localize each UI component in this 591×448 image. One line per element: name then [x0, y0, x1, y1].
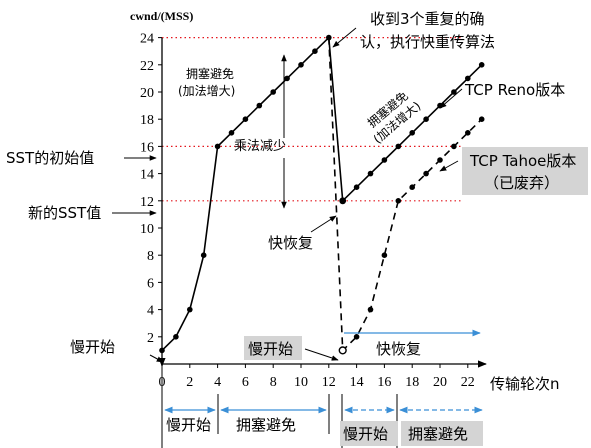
x-ticks: 0246810121416182022	[159, 364, 475, 390]
y-tick-label: 18	[140, 113, 154, 128]
y-tick-label: 22	[140, 59, 154, 74]
x-tick-label: 14	[350, 375, 364, 390]
reno-point	[423, 116, 429, 122]
x-tick-label: 10	[294, 375, 308, 390]
tahoe-point	[353, 334, 360, 340]
tahoe-arrow	[439, 160, 459, 172]
tahoe-point	[451, 143, 457, 150]
y-tick-label: 2	[147, 331, 154, 346]
reno-point	[214, 143, 221, 150]
tahoe-point	[409, 184, 416, 190]
slow-start-origin-label: 慢开始	[70, 338, 115, 356]
y-tick-label: 4	[147, 304, 154, 319]
reno-point	[159, 347, 165, 354]
reno-point	[451, 89, 457, 95]
tahoe-point	[423, 170, 429, 177]
reno-point	[381, 157, 388, 163]
y-tick-label: 24	[140, 32, 154, 47]
ca-right-label: 拥塞避免 (加法增大)	[364, 88, 423, 146]
reno-point	[228, 130, 235, 136]
reno-point	[284, 75, 290, 82]
multiplicative-decrease-label: 乘法减少	[234, 139, 286, 154]
tahoe-point	[465, 130, 471, 136]
reno-point	[409, 130, 416, 136]
y-tick-label: 8	[147, 249, 154, 264]
dupack-arrow	[332, 27, 357, 48]
reno-point	[465, 75, 471, 82]
reno-point	[312, 48, 318, 54]
y-tick-label: 16	[140, 140, 154, 155]
slow-start-box	[244, 336, 302, 360]
reno-point	[200, 252, 207, 258]
tahoe-restart-point	[338, 346, 347, 355]
y-axis-label: cwnd/(MSS)	[130, 9, 193, 23]
tahoe-label-box	[462, 147, 588, 195]
reno-series-line	[161, 35, 483, 351]
phase2-ca-label: 拥塞避免	[408, 425, 468, 443]
reno-point	[353, 184, 360, 190]
reno-point	[242, 116, 249, 122]
y-tick-label: 6	[147, 276, 154, 291]
tahoe-point	[437, 157, 443, 163]
slow-start-origin-arrow	[149, 354, 164, 363]
phase1-slowstart-label: 慢开始	[166, 416, 211, 434]
tahoe-label-line2: （已废弃）	[484, 174, 559, 192]
ca-left-line2: (加法增大)	[178, 84, 235, 98]
sst-initial-label: SST的初始值	[6, 149, 94, 167]
reno-point	[270, 89, 277, 95]
tahoe-label-line1: TCP Tahoe版本	[469, 152, 576, 170]
fast-recovery-point-arrow	[310, 215, 337, 233]
tahoe-series-line	[328, 37, 483, 353]
slow-start-box-arrow	[304, 348, 339, 361]
x-axis-label: 传输轮次n	[490, 375, 560, 393]
reno-point	[478, 62, 485, 68]
phase2-slowstart-label: 慢开始	[343, 425, 388, 443]
x-tick-label: 20	[433, 375, 447, 390]
reno-label: TCP Reno版本	[464, 81, 565, 99]
y-tick-label: 14	[140, 168, 154, 183]
reno-point	[256, 102, 263, 109]
reference-lines	[162, 36, 462, 202]
tahoe-point	[367, 306, 374, 313]
reno-point	[367, 170, 374, 177]
fast-recovery-point	[339, 197, 347, 205]
x-tick-label: 4	[214, 375, 221, 390]
tahoe-point	[381, 252, 388, 258]
x-tick-label: 18	[405, 375, 419, 390]
y-tick-label: 20	[140, 86, 154, 101]
ca-left-line1: 拥塞避免	[186, 66, 234, 81]
reno-arrow	[439, 88, 463, 109]
x-tick-label: 16	[377, 375, 391, 390]
tahoe-point	[478, 116, 485, 122]
x-tick-label: 12	[322, 375, 336, 390]
slow-start-box-label: 慢开始	[248, 340, 293, 358]
y-tick-label: 12	[140, 195, 154, 210]
reno-point	[395, 143, 402, 150]
receive-dupacks-line1: 收到3个重复的确	[370, 10, 485, 28]
phase2-ca-box	[401, 421, 483, 446]
phase1-ca-label: 拥塞避免	[236, 416, 296, 434]
x-tick-label: 8	[270, 375, 277, 390]
fast-recovery-arrow-label: 快恢复	[376, 340, 421, 358]
reno-point	[173, 334, 179, 340]
tahoe-point	[395, 198, 402, 204]
y-tick-label: 10	[140, 222, 154, 237]
x-tick-label: 22	[461, 375, 475, 390]
reno-point	[298, 62, 304, 68]
phase2-slowstart-box	[340, 421, 398, 446]
receive-dupacks-line2: 认，执行快重传算法	[360, 33, 495, 51]
fast-recovery-point-label: 快恢复	[268, 234, 313, 252]
reno-point	[187, 306, 193, 313]
x-tick-label: 6	[242, 375, 249, 390]
series-layer	[159, 34, 485, 355]
new-sst-label: 新的SST值	[28, 204, 101, 222]
x-tick-label: 2	[186, 375, 193, 390]
